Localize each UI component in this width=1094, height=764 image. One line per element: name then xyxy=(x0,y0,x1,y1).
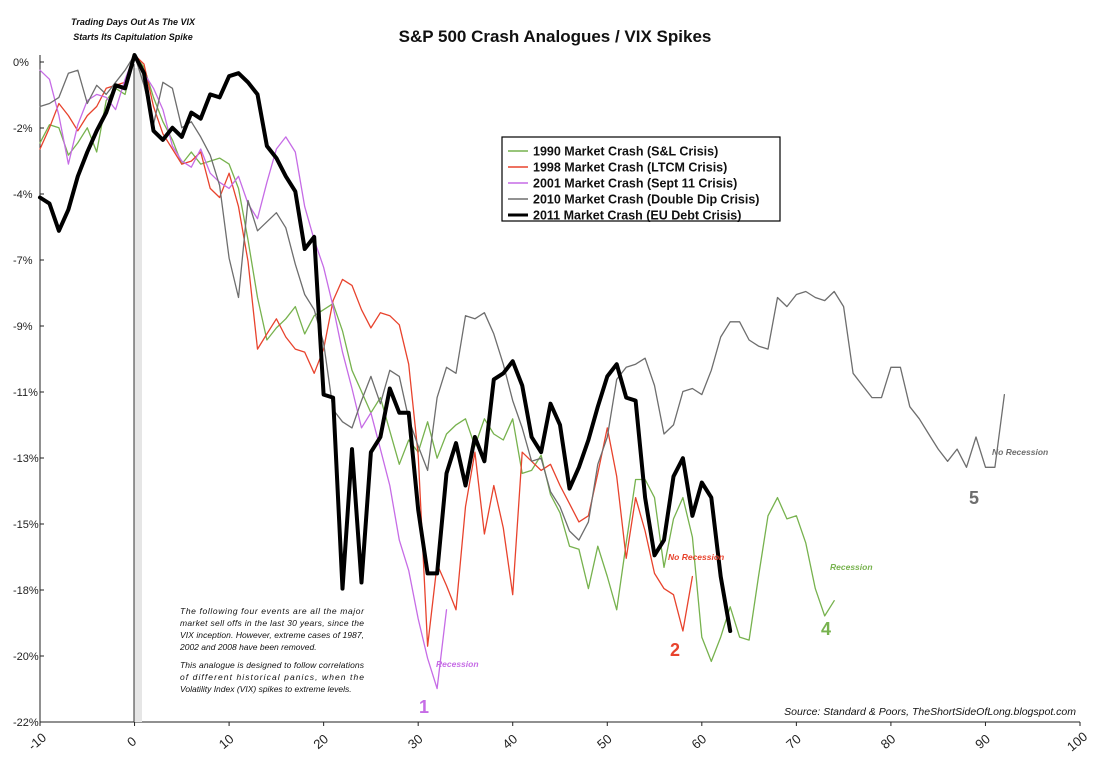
source-note: Source: Standard & Poors, TheShortSideOf… xyxy=(784,706,1076,718)
legend: 1990 Market Crash (S&L Crisis) 1998 Marke… xyxy=(501,136,781,223)
x-tick-label: 100 xyxy=(1064,729,1090,754)
note-line: 2002 and 2008 have been removed. xyxy=(179,642,317,652)
legend-label: 1990 Market Crash (S&L Crisis) xyxy=(533,145,718,159)
y-tick-label: -11% xyxy=(13,387,38,399)
y-tick-label: -22% xyxy=(13,717,39,729)
y-tick-label: 0% xyxy=(13,57,29,69)
legend-label: 2001 Market Crash (Sept 11 Crisis) xyxy=(533,177,737,191)
y-axis-ticks: 0% -2% -4% -7% -9% -11% -13% -15% -18% -20% -22% xyxy=(13,57,44,729)
series-line-2 xyxy=(39,54,448,690)
x-tick-label: 80 xyxy=(878,731,899,752)
x-tick-label: 60 xyxy=(689,731,710,752)
zero-day-shadow xyxy=(134,68,142,722)
x-tick-label: 0 xyxy=(124,733,139,749)
legend-box xyxy=(501,136,781,222)
x-tick-label: 10 xyxy=(216,731,237,752)
note-line: of different historical panics, when the xyxy=(180,672,364,682)
x-tick-label: 40 xyxy=(499,731,520,752)
x-tick-label: -10 xyxy=(25,730,49,754)
annotation-1-label: Recession xyxy=(436,659,479,669)
y-tick-label: -9% xyxy=(13,321,33,333)
y-tick-label: -2% xyxy=(13,123,33,135)
annotation-4-number: 4 xyxy=(821,619,831,639)
y-tick-label: -18% xyxy=(13,585,39,597)
x-tick-label: 90 xyxy=(972,731,993,752)
y-tick-label: -15% xyxy=(13,519,39,531)
annotation-4-label: Recession xyxy=(830,562,873,572)
chart-title: S&P 500 Crash Analogues / VIX Spikes xyxy=(399,27,712,46)
top-note-line-1: Trading Days Out As The VIX xyxy=(71,17,196,27)
x-tick-label: 30 xyxy=(405,731,426,752)
y-tick-label: -13% xyxy=(13,453,39,465)
annotation-2-number: 2 xyxy=(670,640,680,660)
annotation-5-label: No Recession xyxy=(992,447,1048,457)
annotation-5-number: 5 xyxy=(969,488,979,508)
y-tick-label: -4% xyxy=(13,189,33,201)
y-tick-label: -7% xyxy=(13,255,33,267)
series-line-0 xyxy=(39,54,835,663)
series-line-3 xyxy=(39,54,1006,541)
x-axis-ticks: -10 0 10 20 30 40 50 60 70 80 90 100 xyxy=(25,722,1090,754)
note-line: VIX inception. However, extreme cases of… xyxy=(180,630,364,640)
x-tick-label: 50 xyxy=(594,731,615,752)
annotation-2-label: No Recession xyxy=(668,552,724,562)
note-line: This analogue is designed to follow corr… xyxy=(180,660,365,670)
note-line: Volatility Index (VIX) spikes to extreme… xyxy=(180,684,352,694)
top-note-line-2: Starts Its Capitulation Spike xyxy=(73,32,193,42)
series-lines xyxy=(38,53,1006,690)
note-block: The following four events are all the ma… xyxy=(179,606,365,694)
series-line-4 xyxy=(38,53,733,633)
x-tick-label: 20 xyxy=(310,731,331,752)
annotation-1-number: 1 xyxy=(419,697,429,717)
legend-label: 2010 Market Crash (Double Dip Crisis) xyxy=(533,193,759,207)
x-tick-label: 70 xyxy=(783,731,804,752)
note-line: The following four events are all the ma… xyxy=(180,606,365,616)
series-line-1 xyxy=(39,54,694,647)
legend-label: 1998 Market Crash (LTCM Crisis) xyxy=(533,161,727,175)
y-tick-label: -20% xyxy=(13,651,39,663)
note-line: market sell offs in the last 30 years, s… xyxy=(180,618,364,628)
legend-label: 2011 Market Crash (EU Debt Crisis) xyxy=(533,209,741,223)
